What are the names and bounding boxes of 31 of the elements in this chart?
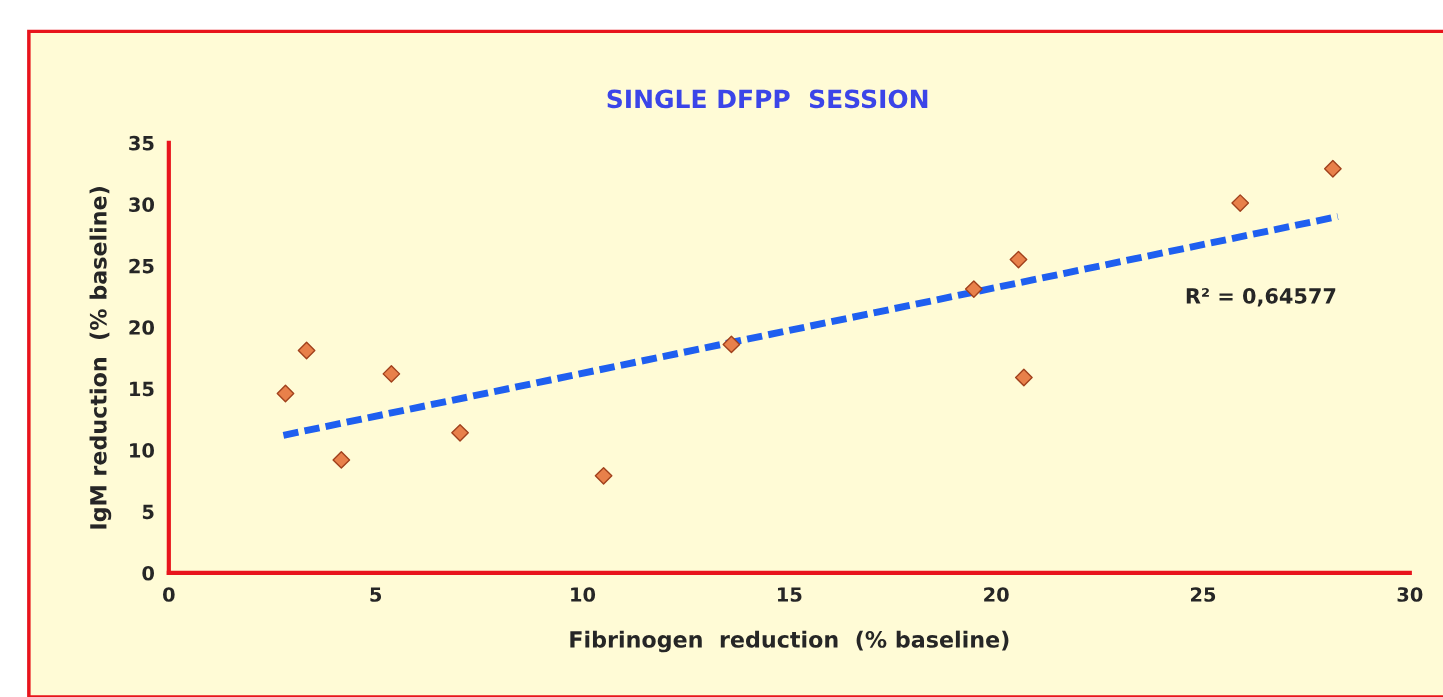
point	[297, 341, 316, 360]
x-axis-title: Fibrinogen reduction (% baseline)	[570, 630, 1009, 653]
x-tick-label: 0	[163, 587, 175, 602]
y-tick-label: 5	[142, 504, 154, 520]
y-tick-label: 10	[130, 443, 155, 458]
point	[451, 423, 469, 442]
chart-title: SINGLE DFPP SESSION	[607, 89, 928, 109]
y-tick-label: 30	[129, 197, 155, 212]
y-tick-label: 15	[130, 381, 154, 397]
y-axis-title: IgM reduction (% baseline)	[89, 187, 112, 529]
x-tick-label: 5	[370, 587, 382, 602]
point	[1231, 194, 1250, 213]
point	[1009, 250, 1028, 269]
x-tick-label: 20	[984, 587, 1009, 602]
x-tick-label: 15	[777, 587, 802, 602]
y-tick-label: 35	[129, 135, 154, 151]
y-tick-label: 25	[129, 258, 154, 274]
point	[1014, 368, 1033, 387]
point	[594, 466, 613, 485]
point	[276, 384, 295, 403]
point	[382, 364, 401, 383]
point	[964, 280, 983, 299]
point	[722, 335, 741, 354]
point	[332, 450, 351, 469]
x-tick-label: 30	[1397, 587, 1423, 602]
annotation: R² = 0,64577	[1186, 287, 1336, 307]
x-tick-label: 10	[571, 587, 596, 602]
point	[1323, 159, 1342, 178]
x-tick-label: 25	[1190, 587, 1216, 602]
y-tick-label: 20	[129, 320, 155, 335]
y-tick-label: 0	[142, 565, 155, 581]
